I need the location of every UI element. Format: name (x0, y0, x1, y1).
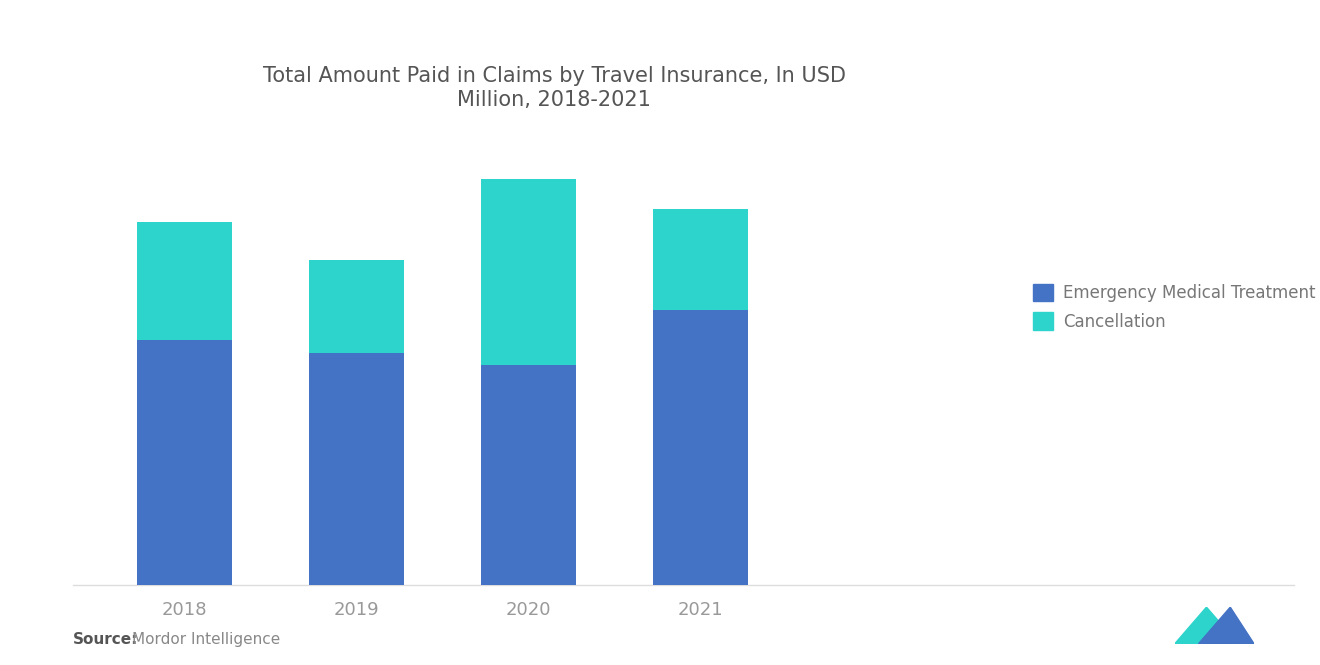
Bar (653, 311, 747, 585)
Legend: Emergency Medical Treatment, Cancellation: Emergency Medical Treatment, Cancellatio… (1034, 285, 1316, 331)
Text: Total Amount Paid in Claims by Travel Insurance, In USD
Million, 2018-2021: Total Amount Paid in Claims by Travel In… (263, 66, 846, 110)
Bar (137, 221, 232, 340)
Bar (480, 180, 576, 365)
Text: Source:: Source: (73, 632, 139, 647)
Bar (137, 340, 232, 585)
Bar (309, 352, 404, 585)
Bar (480, 365, 576, 585)
Polygon shape (1175, 607, 1238, 644)
Text: Mordor Intelligence: Mordor Intelligence (132, 632, 280, 647)
Polygon shape (1199, 607, 1254, 644)
Bar (309, 260, 404, 352)
Bar (653, 209, 747, 311)
